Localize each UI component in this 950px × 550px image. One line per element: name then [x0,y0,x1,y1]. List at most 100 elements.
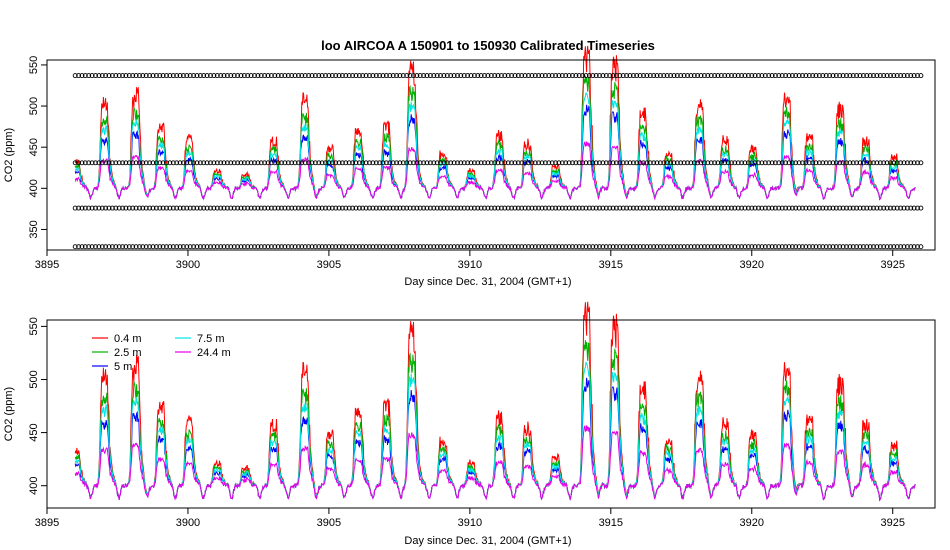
reference-point [519,73,525,79]
reference-point [123,73,129,79]
reference-point [904,244,910,250]
reference-point [157,160,163,166]
reference-point [495,160,501,166]
reference-point [698,160,704,166]
reference-point [816,73,822,79]
reference-point [211,73,217,79]
reference-point [779,205,785,211]
reference-point [823,73,829,79]
reference-point [630,244,636,250]
reference-point [113,244,119,250]
reference-point [556,244,562,250]
reference-point [150,244,156,250]
reference-point [116,205,122,211]
reference-point [698,244,704,250]
reference-point [850,205,856,211]
reference-point [526,73,531,79]
reference-point [346,73,352,79]
reference-point [377,244,383,250]
reference-point [904,205,910,211]
reference-point [627,73,633,79]
reference-point [556,160,562,166]
reference-point [258,205,264,211]
reference-point [231,73,237,79]
reference-point [637,73,643,79]
reference-point [742,73,748,79]
reference-point [373,160,379,166]
reference-point [651,205,657,211]
reference-point [333,244,339,250]
reference-point [674,160,680,166]
reference-point [580,73,586,79]
reference-point [830,205,836,211]
reference-point [498,160,504,166]
reference-point [333,160,339,166]
reference-point [641,205,646,211]
reference-point [685,244,690,250]
reference-point [661,160,667,166]
reference-point [326,73,332,79]
reference-point [806,160,812,166]
reference-point [458,205,464,211]
reference-point [431,73,437,79]
reference-point [630,160,636,166]
reference-point [319,205,325,211]
reference-point [874,244,880,250]
reference-point [857,160,863,166]
reference-point [617,205,623,211]
reference-point [732,73,738,79]
reference-point [482,160,487,166]
reference-point [99,244,105,250]
reference-point [312,73,318,79]
reference-point [732,244,738,250]
reference-point [106,160,112,166]
reference-point [796,73,802,79]
reference-point [441,205,447,211]
reference-point [201,205,207,211]
reference-point [404,205,410,211]
reference-point [424,160,430,166]
reference-point [380,160,386,166]
reference-point [120,205,126,211]
reference-point [674,205,680,211]
reference-point [570,205,575,211]
reference-point [258,160,264,166]
reference-point [597,244,602,250]
reference-point [333,205,339,211]
reference-point [871,244,876,250]
reference-point [850,73,856,79]
reference-point [624,205,630,211]
reference-point [289,73,295,79]
reference-point [319,244,325,250]
reference-point [126,244,132,250]
reference-point [800,73,805,79]
reference-point [823,205,829,211]
reference-point [360,205,366,211]
reference-point [901,244,907,250]
reference-point [255,244,261,250]
reference-point [407,73,413,79]
reference-point [539,160,545,166]
reference-point [417,205,423,211]
reference-point [729,205,734,211]
reference-point [465,244,471,250]
reference-point [793,205,799,211]
reference-point [871,205,876,211]
x-tick-label: 3895 [35,259,59,271]
x-tick-label: 3905 [317,259,341,271]
reference-point [705,244,711,250]
reference-point [312,160,318,166]
reference-point [221,73,227,79]
reference-point [339,73,345,79]
reference-point [613,160,619,166]
reference-point [275,160,281,166]
reference-point [268,244,274,250]
y-tick-label: 450 [28,423,40,441]
reference-point [157,205,163,211]
reference-point [681,160,687,166]
reference-point [245,160,251,166]
reference-point [691,205,697,211]
reference-point [255,160,261,166]
reference-point [783,205,789,211]
reference-point [79,73,85,79]
